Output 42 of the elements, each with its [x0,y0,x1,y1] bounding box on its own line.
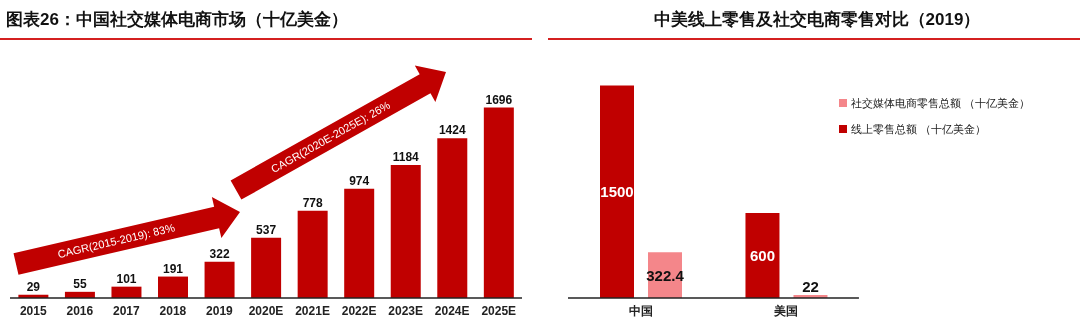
data-label: 1184 [392,150,420,165]
chart-title: 中美线上零售及社交电商零售对比（2019） [653,8,981,31]
bar [600,85,634,298]
x-tick-label: 2023E [388,303,423,318]
x-tick-label: 2017 [113,303,141,318]
data-label: 322 [209,246,230,261]
x-tick-label: 2018 [159,303,187,318]
x-tick-label: 2019 [206,303,234,318]
chart-title: 图表26：中国社交媒体电商市场（十亿美金） [6,8,348,31]
x-tick-label: 2021E [295,303,330,318]
data-label: 778 [302,195,323,210]
data-label: 1500 [600,183,634,201]
x-tick-label: 美国 [773,303,799,318]
legend-label: 社交媒体电商零售总额 （十亿美金） [850,97,1030,109]
bar [344,188,375,298]
legend-label: 线上零售总额 （十亿美金） [850,123,986,135]
x-tick-label: 2022E [341,303,377,318]
x-tick-label: 2015 [19,303,47,318]
data-label: 322.4 [646,266,685,284]
bar [483,107,514,298]
bar [158,276,189,298]
bar [204,261,235,298]
data-label: 101 [116,271,137,286]
bar [745,213,780,298]
x-tick-label: 中国 [628,303,653,318]
data-label: 974 [349,173,370,188]
bar [390,165,421,298]
data-label: 1696 [485,92,513,107]
bar [297,210,328,298]
data-label: 29 [26,279,41,294]
x-tick-label: 2025E [481,303,517,318]
bar [437,138,468,298]
x-tick-label: 2024E [434,303,470,318]
data-label: 191 [163,261,184,276]
data-label: 55 [73,276,87,291]
bar [251,237,282,298]
x-tick-label: 2016 [66,303,94,318]
data-label: 1424 [438,123,466,138]
data-label: 600 [749,247,775,264]
x-tick-label: 2020E [248,303,284,318]
data-label: 22 [802,278,819,296]
data-label: 537 [256,222,277,237]
